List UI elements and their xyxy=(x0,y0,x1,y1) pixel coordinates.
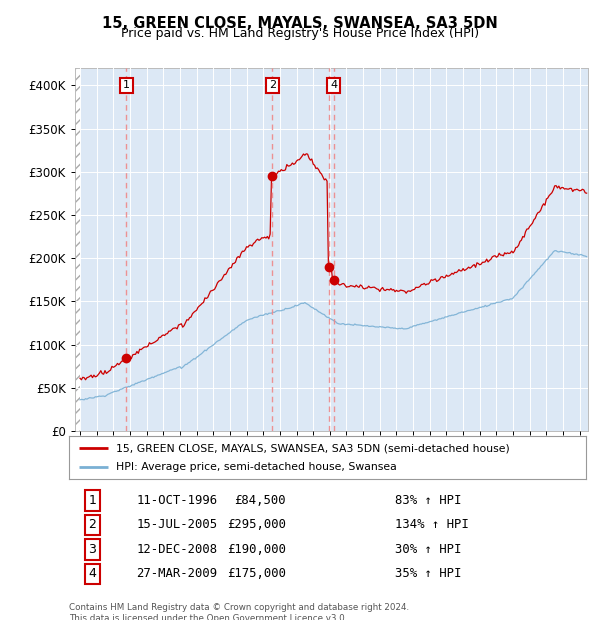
Text: 15, GREEN CLOSE, MAYALS, SWANSEA, SA3 5DN: 15, GREEN CLOSE, MAYALS, SWANSEA, SA3 5D… xyxy=(102,16,498,30)
Text: Contains HM Land Registry data © Crown copyright and database right 2024.
This d: Contains HM Land Registry data © Crown c… xyxy=(69,603,409,620)
Text: 15-JUL-2005: 15-JUL-2005 xyxy=(136,518,217,531)
Text: 4: 4 xyxy=(88,567,96,580)
Text: 4: 4 xyxy=(330,81,337,91)
Text: 83% ↑ HPI: 83% ↑ HPI xyxy=(395,494,461,507)
Text: 11-OCT-1996: 11-OCT-1996 xyxy=(136,494,217,507)
Text: £295,000: £295,000 xyxy=(227,518,286,531)
Text: 15, GREEN CLOSE, MAYALS, SWANSEA, SA3 5DN (semi-detached house): 15, GREEN CLOSE, MAYALS, SWANSEA, SA3 5D… xyxy=(116,443,509,453)
Text: £175,000: £175,000 xyxy=(227,567,286,580)
Text: HPI: Average price, semi-detached house, Swansea: HPI: Average price, semi-detached house,… xyxy=(116,462,396,472)
Text: 134% ↑ HPI: 134% ↑ HPI xyxy=(395,518,469,531)
Text: 2: 2 xyxy=(269,81,276,91)
Text: 1: 1 xyxy=(123,81,130,91)
Bar xyxy=(71,68,80,431)
Text: Price paid vs. HM Land Registry's House Price Index (HPI): Price paid vs. HM Land Registry's House … xyxy=(121,27,479,40)
Text: 3: 3 xyxy=(88,543,96,556)
Text: £84,500: £84,500 xyxy=(235,494,286,507)
Text: 27-MAR-2009: 27-MAR-2009 xyxy=(136,567,217,580)
Text: 30% ↑ HPI: 30% ↑ HPI xyxy=(395,543,461,556)
Text: 2: 2 xyxy=(88,518,96,531)
Text: 35% ↑ HPI: 35% ↑ HPI xyxy=(395,567,461,580)
Text: 1: 1 xyxy=(88,494,96,507)
Text: £190,000: £190,000 xyxy=(227,543,286,556)
Text: 12-DEC-2008: 12-DEC-2008 xyxy=(136,543,217,556)
